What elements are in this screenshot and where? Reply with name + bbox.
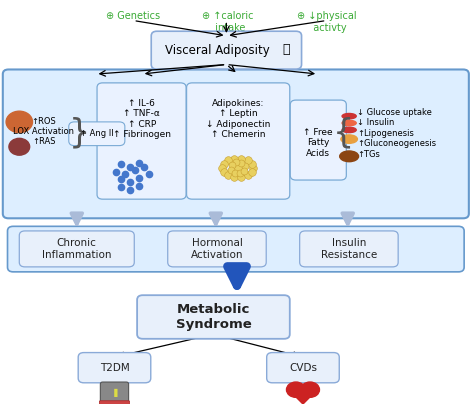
FancyBboxPatch shape xyxy=(168,231,266,267)
Text: Chronic
Inflammation: Chronic Inflammation xyxy=(42,238,111,260)
Text: ↓ Glucose uptake
↓ Insulin
↑Lipogenesis
↑Gluconeogenesis
↑TGs: ↓ Glucose uptake ↓ Insulin ↑Lipogenesis … xyxy=(357,108,436,159)
FancyBboxPatch shape xyxy=(78,353,151,383)
FancyBboxPatch shape xyxy=(151,31,301,69)
Ellipse shape xyxy=(341,135,357,143)
FancyBboxPatch shape xyxy=(97,83,186,199)
FancyBboxPatch shape xyxy=(3,69,469,218)
Text: Metabolic
Syndrome: Metabolic Syndrome xyxy=(175,303,251,331)
Polygon shape xyxy=(289,391,317,404)
Text: ▐: ▐ xyxy=(111,388,118,397)
Text: }: } xyxy=(69,117,90,150)
FancyBboxPatch shape xyxy=(267,353,339,383)
FancyBboxPatch shape xyxy=(187,83,290,199)
Text: 🚶: 🚶 xyxy=(283,43,290,56)
Text: Insulin
Resistance: Insulin Resistance xyxy=(321,238,377,260)
Text: Adipokines:
↑ Leptin
↓ Adiponectin
↑ Chemerin: Adipokines: ↑ Leptin ↓ Adiponectin ↑ Che… xyxy=(206,99,270,139)
Circle shape xyxy=(286,382,305,398)
FancyBboxPatch shape xyxy=(100,401,129,404)
Text: ↑ IL-6
↑ TNF-α
↑ CRP
↑ Fibrinogen: ↑ IL-6 ↑ TNF-α ↑ CRP ↑ Fibrinogen xyxy=(113,99,171,139)
Text: Visceral Adiposity: Visceral Adiposity xyxy=(164,44,269,57)
Circle shape xyxy=(6,111,33,133)
Text: Hormonal
Activation: Hormonal Activation xyxy=(191,238,243,260)
FancyBboxPatch shape xyxy=(290,100,346,180)
FancyBboxPatch shape xyxy=(300,231,398,267)
Text: ↑ Ang II: ↑ Ang II xyxy=(80,129,114,138)
Text: ⊕ Genetics: ⊕ Genetics xyxy=(106,11,160,21)
Text: ↑ Free
Fatty
Acids: ↑ Free Fatty Acids xyxy=(303,128,333,158)
Circle shape xyxy=(9,138,30,155)
Text: ⊕ ↓physical
  activty: ⊕ ↓physical activty xyxy=(297,11,356,33)
Ellipse shape xyxy=(342,114,356,119)
FancyBboxPatch shape xyxy=(19,231,134,267)
Text: CVDs: CVDs xyxy=(289,363,317,372)
Ellipse shape xyxy=(342,127,356,133)
Circle shape xyxy=(301,382,319,398)
Text: ↑ROS
LOX Activation
↑RAS: ↑ROS LOX Activation ↑RAS xyxy=(13,117,74,146)
Text: {: { xyxy=(332,117,354,150)
FancyBboxPatch shape xyxy=(100,382,128,403)
FancyBboxPatch shape xyxy=(137,295,290,339)
FancyBboxPatch shape xyxy=(69,122,125,145)
Text: ⊕ ↑caloric
  intake: ⊕ ↑caloric intake xyxy=(202,11,253,33)
Ellipse shape xyxy=(342,120,356,126)
Text: T2DM: T2DM xyxy=(100,363,129,372)
Ellipse shape xyxy=(340,151,358,162)
FancyBboxPatch shape xyxy=(8,226,464,272)
